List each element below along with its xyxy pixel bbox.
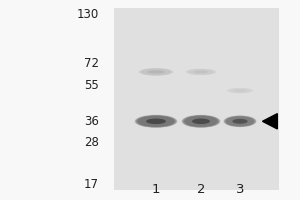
Ellipse shape	[137, 116, 175, 127]
Ellipse shape	[225, 116, 255, 127]
Ellipse shape	[136, 115, 176, 128]
Text: 1: 1	[152, 183, 160, 196]
Ellipse shape	[234, 89, 246, 92]
Text: 28: 28	[84, 136, 99, 149]
Ellipse shape	[138, 116, 174, 127]
Ellipse shape	[184, 115, 218, 127]
Polygon shape	[262, 114, 278, 129]
Ellipse shape	[135, 115, 178, 128]
Ellipse shape	[136, 115, 176, 127]
Ellipse shape	[192, 119, 210, 124]
Ellipse shape	[136, 115, 176, 127]
Ellipse shape	[226, 116, 254, 126]
Text: 55: 55	[84, 79, 99, 92]
Ellipse shape	[183, 115, 219, 127]
Ellipse shape	[224, 116, 256, 127]
Ellipse shape	[182, 115, 220, 128]
Ellipse shape	[184, 116, 218, 127]
Ellipse shape	[194, 71, 208, 73]
Text: 130: 130	[77, 7, 99, 21]
Text: 36: 36	[84, 115, 99, 128]
Ellipse shape	[182, 115, 220, 128]
Ellipse shape	[225, 116, 255, 127]
Text: 72: 72	[84, 57, 99, 70]
Text: 17: 17	[84, 178, 99, 190]
Text: 3: 3	[236, 183, 244, 196]
Ellipse shape	[183, 115, 219, 127]
Ellipse shape	[232, 119, 248, 124]
Ellipse shape	[224, 116, 256, 127]
Ellipse shape	[135, 115, 177, 128]
Ellipse shape	[137, 115, 175, 127]
Bar	[114, 8, 279, 190]
Ellipse shape	[148, 70, 164, 74]
Ellipse shape	[182, 115, 220, 128]
Ellipse shape	[184, 116, 218, 127]
Ellipse shape	[224, 115, 256, 127]
Ellipse shape	[146, 119, 166, 124]
Ellipse shape	[226, 116, 254, 126]
Ellipse shape	[138, 68, 174, 76]
Text: 2: 2	[197, 183, 205, 196]
Ellipse shape	[224, 116, 256, 127]
